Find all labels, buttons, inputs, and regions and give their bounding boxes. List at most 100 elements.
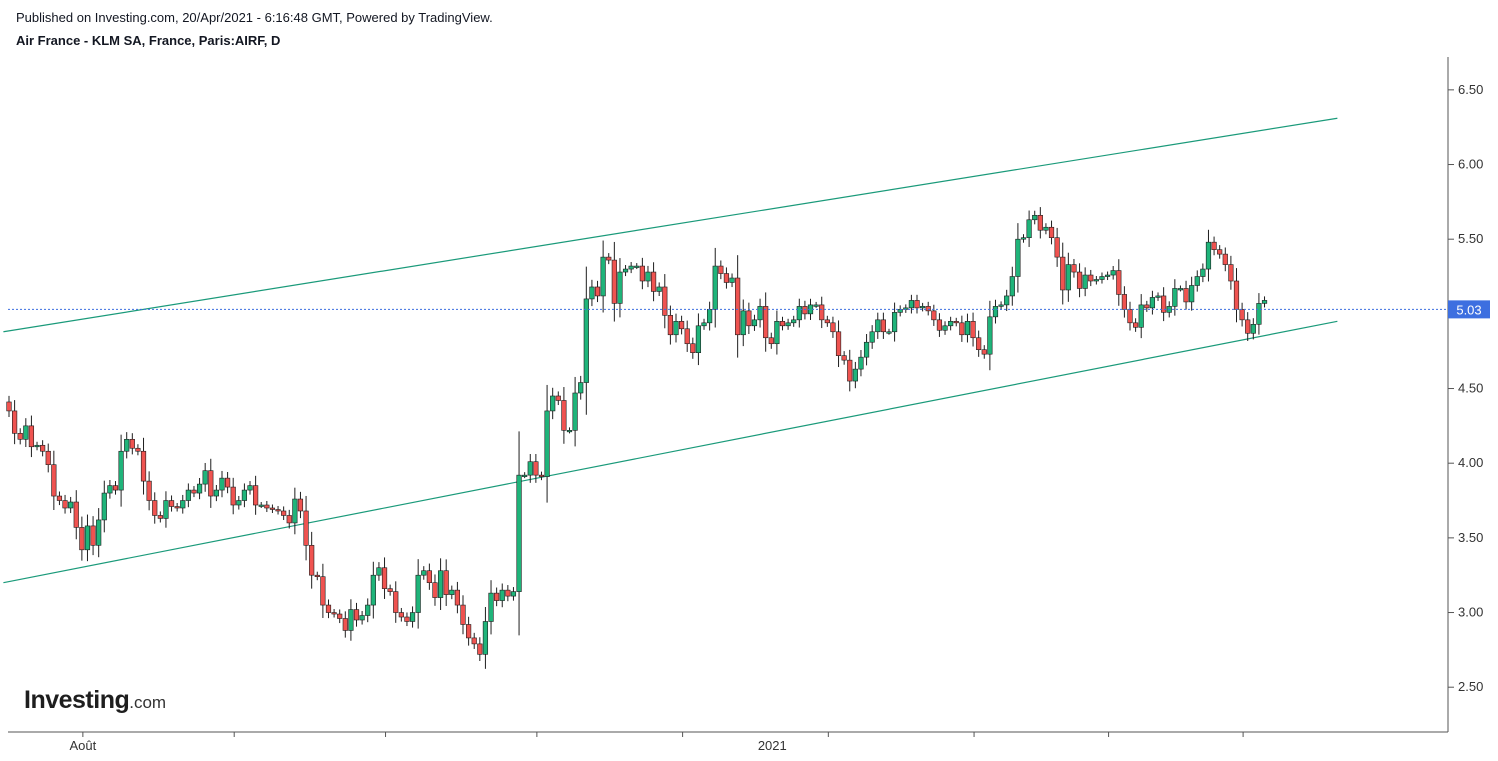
candle-body xyxy=(516,474,522,592)
candle-body xyxy=(751,319,758,327)
candle-body xyxy=(84,525,91,551)
candle-body xyxy=(1037,214,1043,231)
candle-body xyxy=(1233,280,1240,310)
candle-body xyxy=(656,286,662,292)
candle-body xyxy=(1133,322,1139,328)
candle-body xyxy=(645,271,651,282)
candle-body xyxy=(1256,303,1262,325)
candle-body xyxy=(763,306,769,339)
candle-body xyxy=(796,306,802,321)
candle-body xyxy=(757,306,763,321)
candle-body xyxy=(931,310,937,321)
candle-body xyxy=(566,430,573,433)
candle-body xyxy=(819,304,825,321)
candle-body xyxy=(471,637,477,645)
candle-body xyxy=(695,325,702,353)
candle-body xyxy=(1161,295,1167,313)
candle-body xyxy=(522,474,528,477)
y-tick-label: 4.50 xyxy=(1458,381,1483,396)
y-tick-label: 4.00 xyxy=(1458,455,1483,470)
candle-body xyxy=(673,321,679,336)
candle-body xyxy=(970,321,976,339)
candle-body xyxy=(1228,264,1234,282)
candle-body xyxy=(987,316,993,355)
candle-body xyxy=(460,604,466,625)
candle-body xyxy=(1093,279,1099,282)
candle-body xyxy=(639,265,645,282)
candle-body xyxy=(959,322,965,336)
candle-body xyxy=(914,300,920,309)
candle-body xyxy=(600,256,606,297)
candle-body xyxy=(578,382,584,394)
candle-body xyxy=(869,331,875,343)
candle-body xyxy=(247,485,253,491)
candle-body xyxy=(17,433,23,440)
candle-body xyxy=(365,604,371,616)
candle-body xyxy=(863,341,870,358)
candle-body xyxy=(622,268,629,273)
candle-body xyxy=(376,567,382,576)
candle-body xyxy=(561,400,567,431)
candle-body xyxy=(740,310,746,336)
candle-body xyxy=(1205,241,1212,270)
candle-body xyxy=(432,582,438,598)
candle-body xyxy=(281,510,287,516)
candle-body xyxy=(662,286,668,316)
candle-body xyxy=(213,489,219,497)
candle-body xyxy=(953,321,959,324)
candle-body xyxy=(908,300,915,309)
candle-body xyxy=(494,592,500,601)
candle-body xyxy=(1076,271,1083,289)
candle-body xyxy=(830,322,836,333)
candle-body xyxy=(667,315,673,336)
candle-body xyxy=(101,492,107,521)
candle-body xyxy=(28,425,35,448)
candle-body xyxy=(1009,276,1015,297)
y-tick-label: 3.00 xyxy=(1458,605,1483,620)
candle-body xyxy=(482,621,489,655)
candle-body xyxy=(880,319,886,333)
candle-body xyxy=(275,509,281,512)
candle-body xyxy=(303,510,309,546)
candle-body xyxy=(1239,309,1245,321)
candle-body xyxy=(258,504,264,507)
trend-line-upper xyxy=(3,117,1338,333)
x-tick-label: Août xyxy=(69,738,96,753)
candle-body xyxy=(269,507,276,510)
candle-body xyxy=(1082,274,1088,289)
candle-body xyxy=(701,322,707,327)
candle-body xyxy=(51,464,57,497)
candle-body xyxy=(381,567,388,589)
candle-body xyxy=(208,470,214,497)
candle-body xyxy=(241,489,248,501)
candle-body xyxy=(415,574,421,613)
candle-body xyxy=(942,325,948,331)
candle-body xyxy=(488,592,494,622)
candle-body xyxy=(1032,214,1038,221)
candle-body xyxy=(454,589,461,606)
candle-body xyxy=(628,265,634,270)
candle-body xyxy=(707,309,713,324)
candle-body xyxy=(1200,268,1206,277)
candle-body xyxy=(236,500,242,506)
candle-body xyxy=(650,271,657,292)
candle-body xyxy=(129,439,135,449)
candle-body xyxy=(768,337,774,345)
candle-body xyxy=(180,500,186,509)
candle-body xyxy=(858,356,864,370)
candle-body xyxy=(264,504,270,509)
candle-body xyxy=(34,444,40,448)
candle-body xyxy=(230,486,236,506)
candle-body xyxy=(948,321,954,327)
last-price-label: 5.03 xyxy=(1456,302,1481,317)
candle-body xyxy=(348,609,354,631)
candle-body xyxy=(712,265,718,310)
candle-body xyxy=(62,500,68,509)
candle-body xyxy=(774,321,780,345)
candle-body xyxy=(404,616,410,622)
candle-body xyxy=(224,477,231,488)
candle-body xyxy=(409,612,416,622)
candle-body xyxy=(729,277,735,283)
candle-body xyxy=(1121,294,1127,310)
